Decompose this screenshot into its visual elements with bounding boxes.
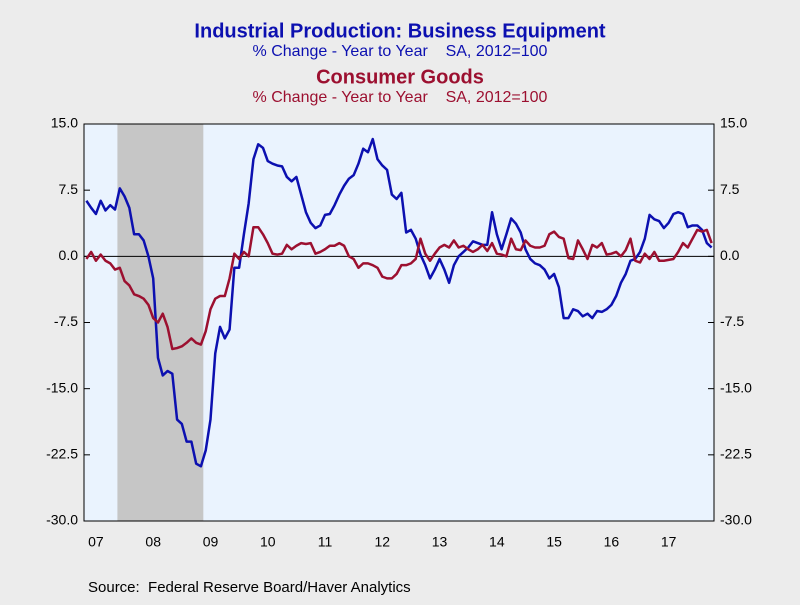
x-tick-label: 17 [661, 534, 677, 550]
y2-tick-label: -15.0 [720, 379, 752, 395]
subtitle-2: % Change - Year to Year SA, 2012=100 [253, 89, 548, 106]
series-layer [85, 137, 713, 468]
title-2: Consumer Goods [316, 66, 484, 88]
y2-tick-label: -22.5 [720, 446, 752, 462]
series-line [85, 225, 713, 351]
subtitle-1: % Change - Year to Year SA, 2012=100 [253, 43, 548, 60]
x-tick-label: 12 [375, 534, 391, 550]
x-tick-label: 09 [203, 534, 219, 550]
title-1: Industrial Production: Business Equipmen… [194, 20, 605, 42]
x-tick-label: 11 [318, 534, 333, 550]
y-tick-label: 7.5 [59, 181, 79, 197]
y-tick-label: -22.5 [46, 446, 78, 462]
series-line [85, 137, 713, 468]
x-tick-label: 07 [88, 534, 104, 550]
x-tick-label: 10 [260, 534, 276, 550]
plot-border [83, 123, 715, 522]
y2-tick-label: -7.5 [720, 313, 744, 329]
x-tick-label: 08 [145, 534, 161, 550]
x-tick-label: 13 [432, 534, 448, 550]
y-tick-label: 15.0 [51, 115, 78, 131]
source-note: Source: Federal Reserve Board/Haver Anal… [88, 579, 411, 596]
x-tick-label: 14 [489, 534, 505, 550]
x-tick-label: 15 [546, 534, 562, 550]
y2-tick-label: 15.0 [720, 115, 747, 131]
axis-layer: 15.0 7.5 0.0 -7.5 -15.0 -22.5 -30.0 15.0 7.5 0.0 -… [46, 115, 752, 550]
x-tick-label: 16 [604, 534, 620, 550]
y2-tick-label: -30.0 [720, 512, 752, 528]
shading-layer [117, 124, 204, 521]
y-tick-label: -15.0 [46, 379, 78, 395]
y-tick-label: 0.0 [59, 247, 79, 263]
y-tick-label: -30.0 [46, 512, 78, 528]
y2-tick-label: 7.5 [720, 181, 740, 197]
recession-shade [117, 124, 204, 521]
y-tick-label: -7.5 [54, 313, 78, 329]
y2-tick-label: 0.0 [720, 247, 740, 263]
